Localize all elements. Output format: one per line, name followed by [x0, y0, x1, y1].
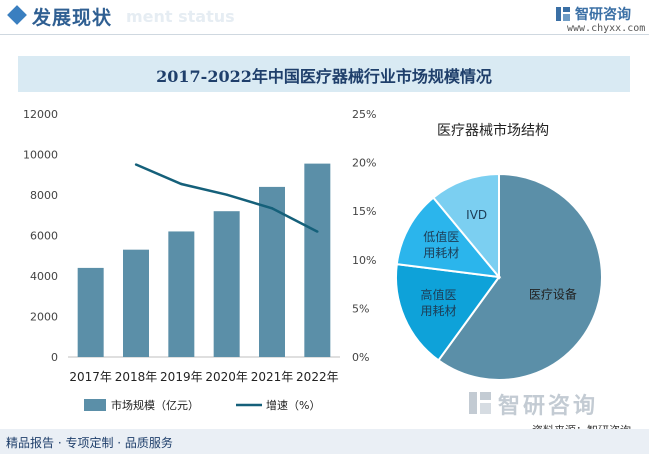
footer-slogan: 精品报告 · 专项定制 · 品质服务	[6, 436, 173, 450]
y-left-tick-label: 8000	[30, 189, 58, 202]
chart-title: 2017-2022年中国医疗器械行业市场规模情况	[156, 67, 492, 86]
bar-market-size	[259, 186, 285, 357]
bar-market-size	[77, 267, 104, 357]
bar-market-size	[168, 231, 195, 357]
pie-slice	[437, 172, 603, 381]
y-right-tick-label: 20%	[352, 157, 376, 170]
y-right-tick-label: 0%	[352, 351, 369, 364]
chart-title-band: 2017-2022年中国医疗器械行业市场规模情况	[18, 56, 630, 92]
y-left-tick-label: 10000	[23, 149, 58, 162]
watermark-text: 智研咨询	[498, 394, 599, 419]
x-tick-label: 2022年	[296, 370, 339, 384]
pie-title: 医疗器械市场结构	[437, 123, 549, 139]
pie-slice	[395, 196, 502, 279]
bar-market-size	[123, 249, 149, 357]
header-divider	[0, 34, 649, 35]
y-left-tick-label: 6000	[30, 230, 58, 243]
section-title: 发展现状	[32, 7, 113, 29]
pie-slice-label: 用耗材	[423, 246, 459, 260]
brand-logo-icon	[556, 7, 570, 21]
y-left-tick-label: 0	[51, 351, 58, 364]
legend-line-label: 增速（%）	[266, 398, 320, 412]
pie-slice-label: 医疗设备	[529, 288, 577, 302]
pie-slice-label: 低值医	[423, 229, 459, 244]
pie-slice	[431, 172, 500, 280]
brand-url: www.chyxx.com	[567, 23, 646, 34]
watermark-logo-icon	[469, 392, 491, 414]
x-tick-label: 2019年	[160, 370, 203, 384]
bar-market-size	[304, 163, 331, 357]
x-tick-label: 2017年	[69, 370, 112, 384]
pie-slice-label: 高值医	[420, 287, 456, 302]
y-right-tick-label: 15%	[352, 205, 376, 218]
legend-bar-swatch	[84, 399, 106, 411]
y-right-tick-label: 10%	[352, 254, 376, 267]
x-tick-label: 2021年	[251, 370, 294, 384]
footer-bar	[0, 429, 649, 454]
y-right-tick-label: 5%	[352, 302, 369, 315]
brand-name: 智研咨询	[575, 7, 631, 23]
y-left-tick-label: 4000	[30, 270, 58, 283]
y-left-tick-label: 12000	[23, 108, 58, 121]
growth-point	[180, 182, 183, 186]
section-subtitle-ghost: ment status	[126, 7, 235, 26]
bar-market-size	[213, 211, 240, 357]
pie-slice-label: IVD	[466, 208, 487, 222]
y-right-tick-label: 25%	[352, 108, 376, 121]
pie-slice	[395, 262, 501, 362]
growth-point	[270, 207, 274, 210]
x-tick-label: 2018年	[115, 370, 158, 384]
growth-point	[225, 193, 228, 196]
growth-point	[316, 230, 319, 233]
growth-point	[134, 163, 138, 166]
legend-bar-label: 市场规模（亿元）	[111, 398, 199, 412]
x-tick-label: 2020年	[205, 370, 248, 384]
y-left-tick-label: 2000	[30, 311, 58, 324]
pie-slice-label: 用耗材	[420, 304, 456, 318]
